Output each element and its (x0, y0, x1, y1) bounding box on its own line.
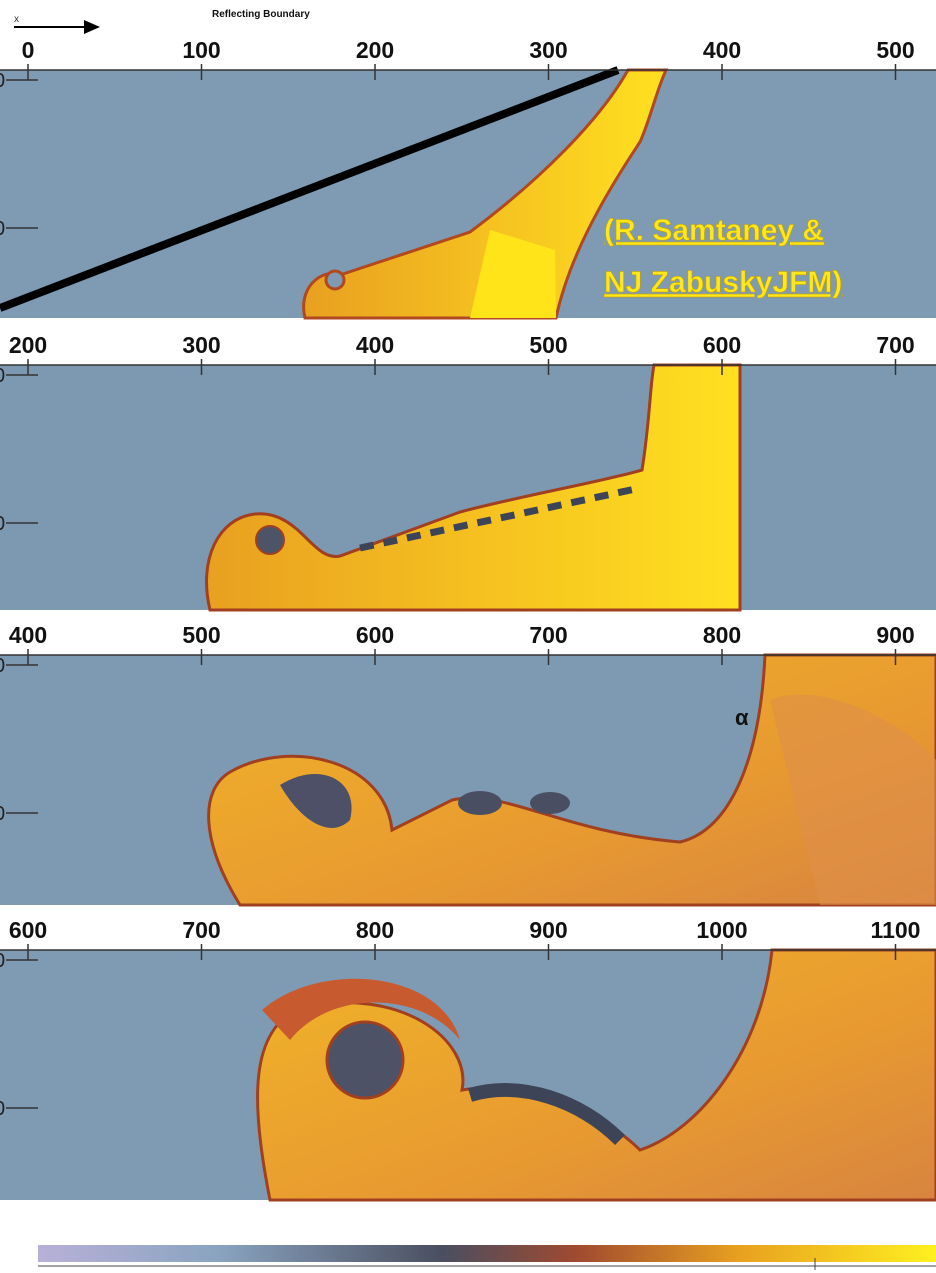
annotation: (R. Samtaney & (604, 214, 824, 247)
vortex (458, 791, 502, 815)
tick-label: 800 (356, 917, 394, 943)
tick-label: 200 (356, 37, 394, 63)
y-tick-label: 0 (0, 1098, 5, 1120)
colorbar (38, 1245, 936, 1262)
tick-label: 100 (182, 37, 220, 63)
y-tick-label: 0 (0, 803, 5, 825)
y-tick-label: 0 (0, 365, 5, 387)
figure: x Reflecting Boundary α (R. Samtaney & N… (0, 0, 936, 1273)
tick-label: 900 (529, 917, 567, 943)
tick-label: 1000 (696, 917, 747, 943)
tick-label: 900 (876, 622, 914, 648)
tick-label: 300 (529, 37, 567, 63)
tick-label: 700 (182, 917, 220, 943)
axis-label: x (14, 14, 19, 25)
vortex (256, 526, 284, 554)
vortex (530, 792, 570, 814)
tick-label: 600 (9, 917, 47, 943)
tick-label: 700 (876, 332, 914, 358)
y-tick-label: 0 (0, 70, 5, 92)
symbol: α (735, 705, 749, 730)
y-tick-label: 0 (0, 950, 5, 972)
tick-label: 500 (529, 332, 567, 358)
y-tick-label: 0 (0, 218, 5, 240)
tick-label: 500 (876, 37, 914, 63)
tick-label: 400 (703, 37, 741, 63)
tick-label: 700 (529, 622, 567, 648)
tick-label: 0 (22, 37, 35, 63)
tick-label: 600 (356, 622, 394, 648)
tick-label: 1100 (871, 917, 921, 943)
tick-label: 400 (356, 332, 394, 358)
boundary-label: Reflecting Boundary (212, 9, 310, 20)
vortex (326, 271, 344, 289)
arrow-head (84, 20, 100, 34)
tick-label: 800 (703, 622, 741, 648)
y-tick-label: 0 (0, 655, 5, 677)
tick-label: 500 (182, 622, 220, 648)
tick-label: 300 (182, 332, 220, 358)
annotation: NJ ZabuskyJFM) (604, 266, 842, 299)
vortex (327, 1022, 403, 1098)
y-tick-label: 0 (0, 513, 5, 535)
tick-label: 200 (9, 332, 47, 358)
tick-label: 600 (703, 332, 741, 358)
tick-label: 400 (9, 622, 47, 648)
